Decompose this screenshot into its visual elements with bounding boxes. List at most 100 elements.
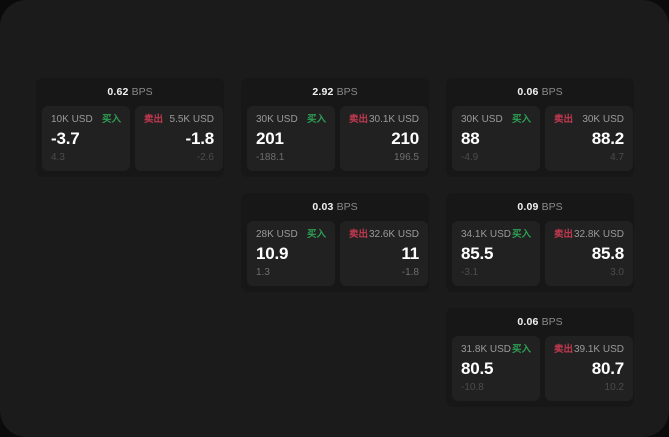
quote-quantity: 39.1K USD bbox=[573, 344, 624, 355]
bps-value: 0.06 bbox=[517, 86, 539, 98]
quote-price: 85.8 bbox=[591, 244, 624, 263]
quote-price: 88 bbox=[461, 129, 480, 148]
bps-unit-label: BPS bbox=[541, 86, 563, 98]
bps-header: 0.62 BPS bbox=[42, 85, 218, 106]
quote-quantity: 34.1K USD bbox=[461, 229, 512, 240]
quote-delta: 10.2 bbox=[604, 382, 624, 393]
quote-price: 11 bbox=[401, 244, 419, 263]
quote-card[interactable]: 0.06 BPS 30K USD 买入 88 -4.9 卖出 30K USD 88.2 4.7 bbox=[446, 78, 634, 177]
sell-tag: 卖出 bbox=[349, 114, 369, 125]
quote-side-buy[interactable]: 31.8K USD 买入 80.5 -10.8 bbox=[452, 336, 540, 401]
quote-side-buy[interactable]: 30K USD 买入 88 -4.9 bbox=[452, 106, 540, 171]
quote-column: 0.62 BPS 10K USD 买入 -3.7 4.3 卖出 5.5K USD -1.8 -2.… bbox=[36, 78, 224, 177]
quote-delta: 3.0 bbox=[610, 267, 624, 278]
sell-tag: 卖出 bbox=[554, 229, 574, 240]
bps-unit-label: BPS bbox=[541, 316, 563, 328]
quote-sides: 30K USD 买入 88 -4.9 卖出 30K USD 88.2 4.7 bbox=[452, 106, 633, 171]
bps-value: 0.09 bbox=[517, 201, 539, 213]
bps-header: 0.06 BPS bbox=[452, 85, 628, 106]
buy-tag: 买入 bbox=[511, 344, 531, 355]
quote-delta: 196.5 bbox=[393, 152, 419, 163]
quote-side-header: 卖出 5.5K USD bbox=[144, 114, 214, 126]
bps-value: 0.06 bbox=[517, 316, 539, 328]
quote-side-sell[interactable]: 卖出 39.1K USD 80.7 10.2 bbox=[545, 336, 633, 401]
quote-quantity: 32.8K USD bbox=[573, 229, 624, 240]
quote-card[interactable]: 2.92 BPS 30K USD 买入 201 -188.1 卖出 30.1K USD 210 1… bbox=[241, 78, 429, 177]
quote-delta: 1.3 bbox=[256, 267, 270, 278]
quote-side-sell[interactable]: 卖出 30K USD 88.2 4.7 bbox=[545, 106, 633, 171]
quote-quantity: 28K USD bbox=[256, 229, 298, 240]
quote-sides: 34.1K USD 买入 85.5 -3.1 卖出 32.8K USD 85.8 3.0 bbox=[452, 221, 633, 286]
quote-side-header: 34.1K USD 买入 bbox=[461, 229, 531, 241]
quote-side-sell[interactable]: 卖出 32.6K USD 11 -1.8 bbox=[340, 221, 428, 286]
quote-side-header: 30K USD 买入 bbox=[256, 114, 326, 126]
quote-delta: -2.6 bbox=[196, 152, 214, 163]
quote-sides: 10K USD 买入 -3.7 4.3 卖出 5.5K USD -1.8 -2.6 bbox=[42, 106, 223, 171]
quote-side-header: 30K USD 买入 bbox=[461, 114, 531, 126]
bps-header: 2.92 BPS bbox=[247, 85, 423, 106]
quote-quantity: 30K USD bbox=[582, 114, 624, 125]
quote-card[interactable]: 0.62 BPS 10K USD 买入 -3.7 4.3 卖出 5.5K USD -1.8 -2.… bbox=[36, 78, 224, 177]
quote-sides: 31.8K USD 买入 80.5 -10.8 卖出 39.1K USD 80.7 10.2 bbox=[452, 336, 633, 401]
quote-side-header: 卖出 32.6K USD bbox=[349, 229, 419, 241]
quote-delta: -1.8 bbox=[401, 267, 419, 278]
buy-tag: 买入 bbox=[306, 229, 326, 240]
bps-header: 0.03 BPS bbox=[247, 200, 423, 221]
quote-card[interactable]: 0.03 BPS 28K USD 买入 10.9 1.3 卖出 32.6K USD 11 -1.8 bbox=[241, 193, 429, 292]
bps-unit-label: BPS bbox=[131, 86, 153, 98]
buy-tag: 买入 bbox=[101, 114, 121, 125]
quote-quantity: 31.8K USD bbox=[461, 344, 512, 355]
quote-side-header: 卖出 32.8K USD bbox=[554, 229, 624, 241]
quote-price: 10.9 bbox=[256, 244, 289, 263]
quote-price: 88.2 bbox=[591, 129, 624, 148]
quote-side-buy[interactable]: 34.1K USD 买入 85.5 -3.1 bbox=[452, 221, 540, 286]
quote-side-buy[interactable]: 28K USD 买入 10.9 1.3 bbox=[247, 221, 335, 286]
quote-side-header: 10K USD 买入 bbox=[51, 114, 121, 126]
quote-column: 2.92 BPS 30K USD 买入 201 -188.1 卖出 30.1K USD 210 1… bbox=[241, 78, 429, 292]
quote-quantity: 30K USD bbox=[256, 114, 298, 125]
quote-side-header: 28K USD 买入 bbox=[256, 229, 326, 241]
quote-quantity: 5.5K USD bbox=[169, 114, 214, 125]
quote-delta: 4.3 bbox=[51, 152, 65, 163]
quote-quantity: 32.6K USD bbox=[368, 229, 419, 240]
quote-delta: -3.1 bbox=[461, 267, 479, 278]
bps-unit-label: BPS bbox=[541, 201, 563, 213]
quote-card[interactable]: 0.06 BPS 31.8K USD 买入 80.5 -10.8 卖出 39.1K USD 80… bbox=[446, 308, 634, 407]
buy-tag: 买入 bbox=[511, 114, 531, 125]
quote-price: -3.7 bbox=[51, 129, 80, 148]
quote-price: 80.7 bbox=[591, 359, 624, 378]
bps-unit-label: BPS bbox=[336, 201, 358, 213]
sell-tag: 卖出 bbox=[144, 114, 164, 125]
quote-sides: 28K USD 买入 10.9 1.3 卖出 32.6K USD 11 -1.8 bbox=[247, 221, 428, 286]
bps-header: 0.06 BPS bbox=[452, 315, 628, 336]
quote-quantity: 30.1K USD bbox=[368, 114, 419, 125]
quote-price: 85.5 bbox=[461, 244, 494, 263]
quote-quantity: 30K USD bbox=[461, 114, 503, 125]
sell-tag: 卖出 bbox=[349, 229, 369, 240]
sell-tag: 卖出 bbox=[554, 344, 574, 355]
quote-side-buy[interactable]: 30K USD 买入 201 -188.1 bbox=[247, 106, 335, 171]
quote-side-buy[interactable]: 10K USD 买入 -3.7 4.3 bbox=[42, 106, 130, 171]
quote-price: 210 bbox=[391, 129, 419, 148]
bps-unit-label: BPS bbox=[336, 86, 358, 98]
quote-side-header: 卖出 30K USD bbox=[554, 114, 624, 126]
quote-column: 0.06 BPS 30K USD 买入 88 -4.9 卖出 30K USD 88.2 4.7 0.… bbox=[446, 78, 634, 407]
quote-quantity: 10K USD bbox=[51, 114, 93, 125]
bps-value: 0.03 bbox=[312, 201, 334, 213]
quote-delta: -4.9 bbox=[461, 152, 479, 163]
bps-header: 0.09 BPS bbox=[452, 200, 628, 221]
bps-value: 2.92 bbox=[312, 86, 334, 98]
quote-price: 201 bbox=[256, 129, 284, 148]
sell-tag: 卖出 bbox=[554, 114, 574, 125]
quote-side-header: 卖出 39.1K USD bbox=[554, 344, 624, 356]
quote-board: 0.62 BPS 10K USD 买入 -3.7 4.3 卖出 5.5K USD -1.8 -2.… bbox=[36, 78, 634, 407]
quote-side-sell[interactable]: 卖出 30.1K USD 210 196.5 bbox=[340, 106, 428, 171]
quote-sides: 30K USD 买入 201 -188.1 卖出 30.1K USD 210 196.5 bbox=[247, 106, 428, 171]
quote-delta: 4.7 bbox=[610, 152, 624, 163]
quote-price: -1.8 bbox=[185, 129, 215, 148]
quote-card[interactable]: 0.09 BPS 34.1K USD 买入 85.5 -3.1 卖出 32.8K USD 85.… bbox=[446, 193, 634, 292]
quote-side-sell[interactable]: 卖出 5.5K USD -1.8 -2.6 bbox=[135, 106, 223, 171]
quote-side-sell[interactable]: 卖出 32.8K USD 85.8 3.0 bbox=[545, 221, 633, 286]
